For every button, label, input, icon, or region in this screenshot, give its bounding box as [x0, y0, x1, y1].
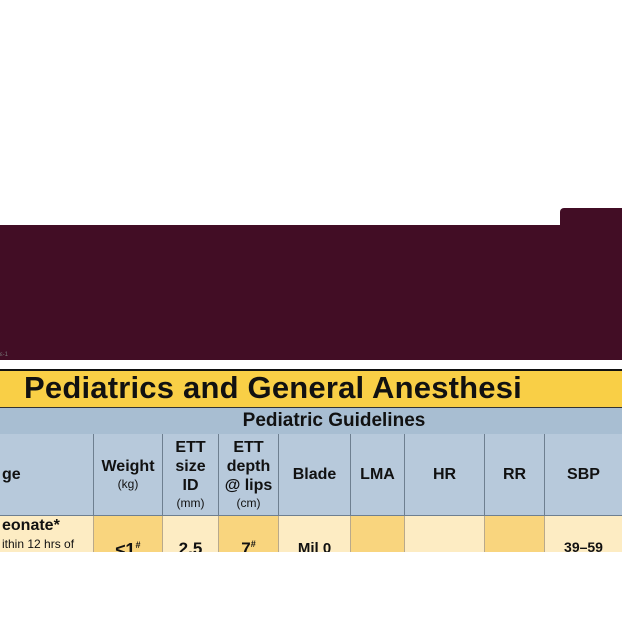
- header-ett-size-unit: (mm): [176, 496, 205, 510]
- header-sbp-label: SBP: [567, 466, 600, 483]
- header-hr: HR: [405, 434, 485, 516]
- banner-tab: [560, 208, 622, 228]
- cell-lma: [351, 516, 405, 552]
- header-weight: Weight (kg): [94, 434, 163, 516]
- cell-ett-size: 2.5: [163, 516, 219, 552]
- cell-age: eonate* ithin 12 hrs of: [0, 516, 94, 552]
- cell-hr: [405, 516, 485, 552]
- header-rr-label: RR: [502, 466, 527, 483]
- page-bottom: [0, 552, 622, 622]
- header-blade-label: Blade: [292, 466, 337, 483]
- cell-ett-depth-mark: #: [250, 539, 256, 549]
- cell-blade-value: Mil 0: [297, 540, 332, 552]
- header-lma: LMA: [351, 434, 405, 516]
- header-weight-label: Weight: [101, 458, 155, 475]
- header-ett-depth-unit: (cm): [236, 496, 261, 510]
- page-label: ε-1: [0, 352, 9, 358]
- header-age-label: ge: [2, 466, 21, 483]
- header-rr: RR: [485, 434, 545, 516]
- cell-sbp: 39–59: [545, 516, 622, 552]
- header-hr-label: HR: [432, 466, 457, 483]
- cell-sbp-value: 39–59: [564, 539, 603, 552]
- header-ett-size-label: ETT size ID: [175, 439, 206, 494]
- header-sbp: SBP: [545, 434, 622, 516]
- cell-rr: [485, 516, 545, 552]
- header-ett-depth: ETT depth @ lips (cm): [219, 434, 279, 516]
- cell-age-note: ithin 12 hrs of: [2, 537, 75, 551]
- header-blade: Blade: [279, 434, 351, 516]
- title-bar: Pediatrics and General Anesthesi: [0, 369, 622, 409]
- cell-ett-size-value: 2.5: [178, 539, 203, 552]
- cell-weight: ≤1#: [94, 516, 163, 552]
- header-ett-depth-label: ETT depth @ lips: [224, 439, 273, 494]
- cell-ett-depth: 7#: [219, 516, 279, 552]
- header-ett-size: ETT size ID (mm): [163, 434, 219, 516]
- cell-weight-mark: #: [135, 540, 141, 550]
- header-weight-unit: (kg): [117, 477, 139, 491]
- header-lma-label: LMA: [360, 466, 395, 483]
- cell-ett-depth-value: 7: [241, 539, 251, 552]
- maroon-banner: [0, 225, 622, 360]
- section-title: Pediatrics and General Anesthesi: [24, 370, 522, 405]
- section-subtitle: Pediatric Guidelines: [242, 410, 426, 431]
- cell-age-label: eonate*: [2, 517, 60, 534]
- cell-weight-value: ≤1: [115, 540, 136, 552]
- header-age: ge: [0, 434, 94, 516]
- cell-blade: Mil 0: [279, 516, 351, 552]
- subtitle-bar: Pediatric Guidelines: [0, 407, 622, 436]
